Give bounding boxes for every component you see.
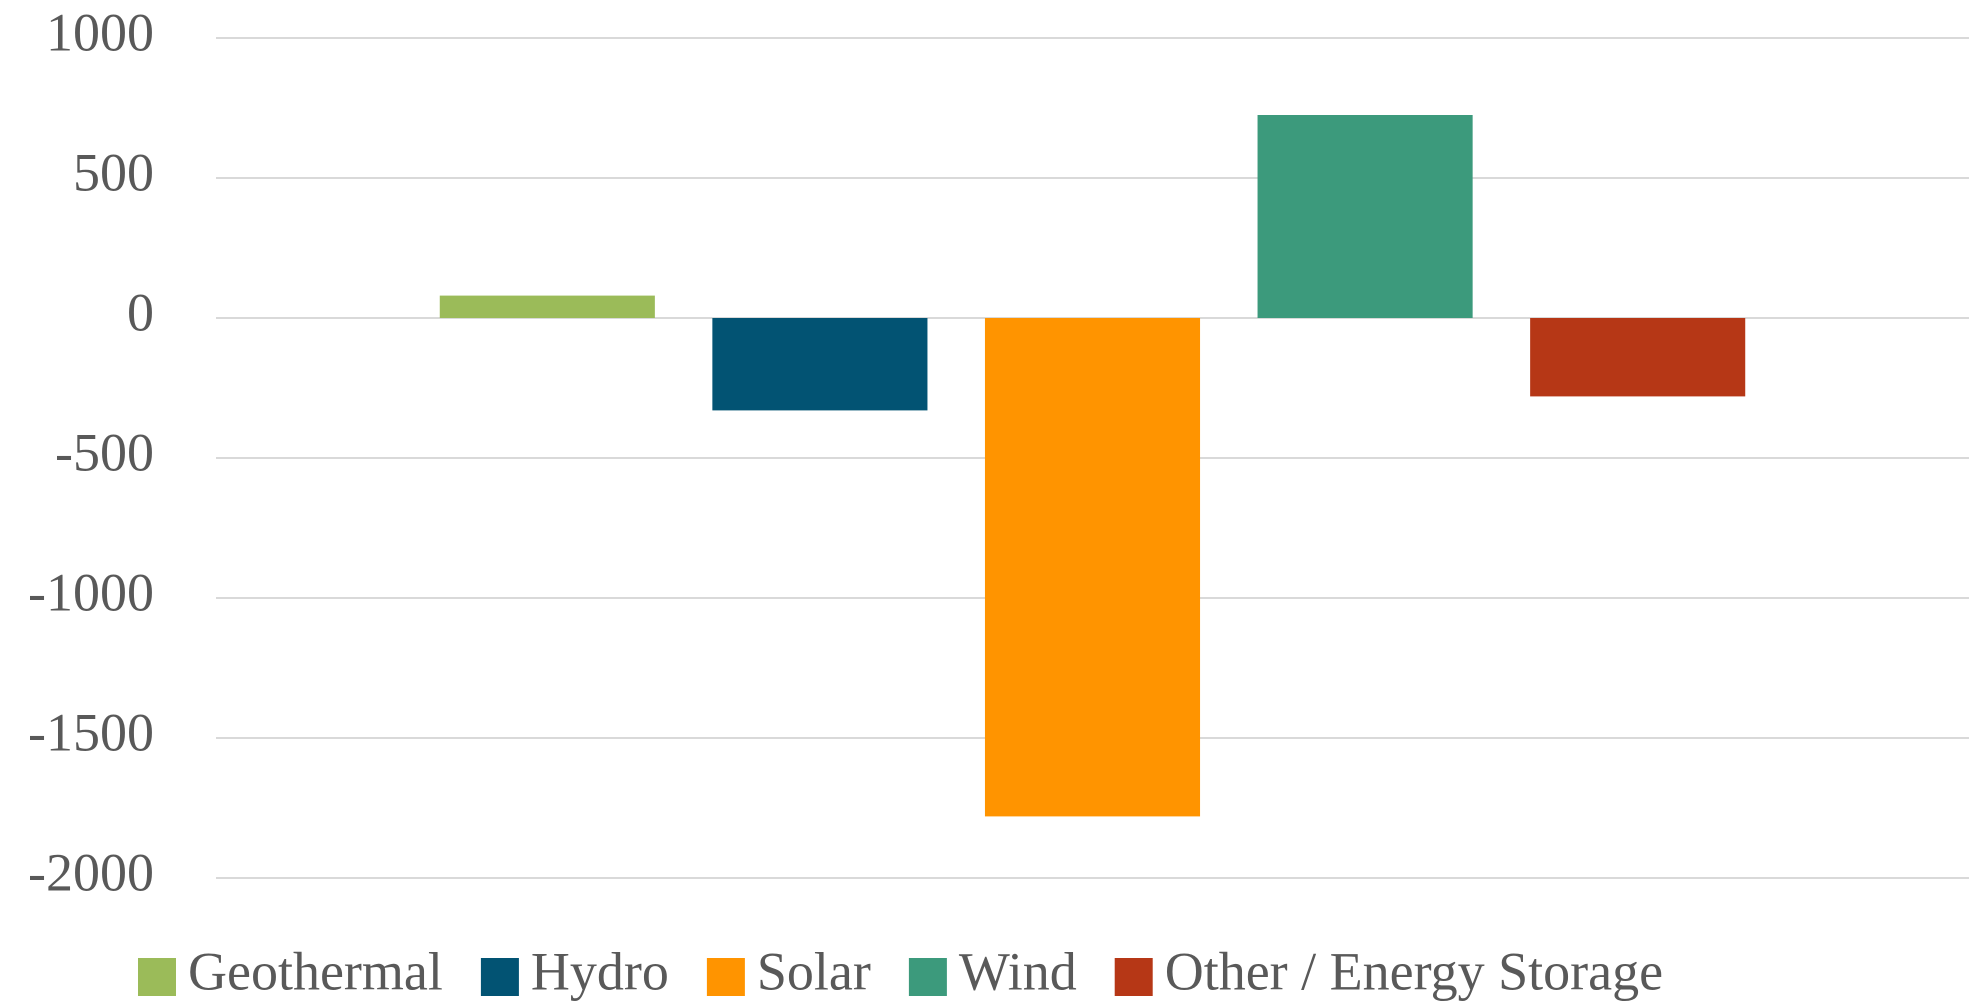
bar	[439, 295, 655, 318]
y-tick-label: -1000	[28, 562, 154, 622]
legend-swatch	[908, 958, 947, 996]
y-tick-label: 1000	[46, 2, 154, 62]
legend-label: Hydro	[531, 941, 669, 1001]
legend-swatch	[138, 958, 176, 996]
legend-label: Wind	[959, 941, 1077, 1001]
y-tick-label: 0	[127, 282, 154, 342]
y-tick-label: -500	[55, 422, 154, 482]
legend-label: Solar	[757, 941, 871, 1001]
y-tick-label: 500	[73, 142, 154, 202]
legend-label: Geothermal	[188, 941, 443, 1001]
bar	[712, 318, 928, 411]
legend-label: Other / Energy Storage	[1165, 941, 1663, 1001]
y-tick-label: -2000	[28, 842, 154, 902]
legend-swatch	[1114, 958, 1153, 996]
bar	[1530, 318, 1746, 397]
bar	[984, 318, 1201, 817]
bar	[1257, 115, 1473, 318]
y-tick-label: -1500	[28, 702, 154, 762]
legend-swatch	[706, 958, 745, 996]
legend-swatch	[480, 958, 519, 996]
